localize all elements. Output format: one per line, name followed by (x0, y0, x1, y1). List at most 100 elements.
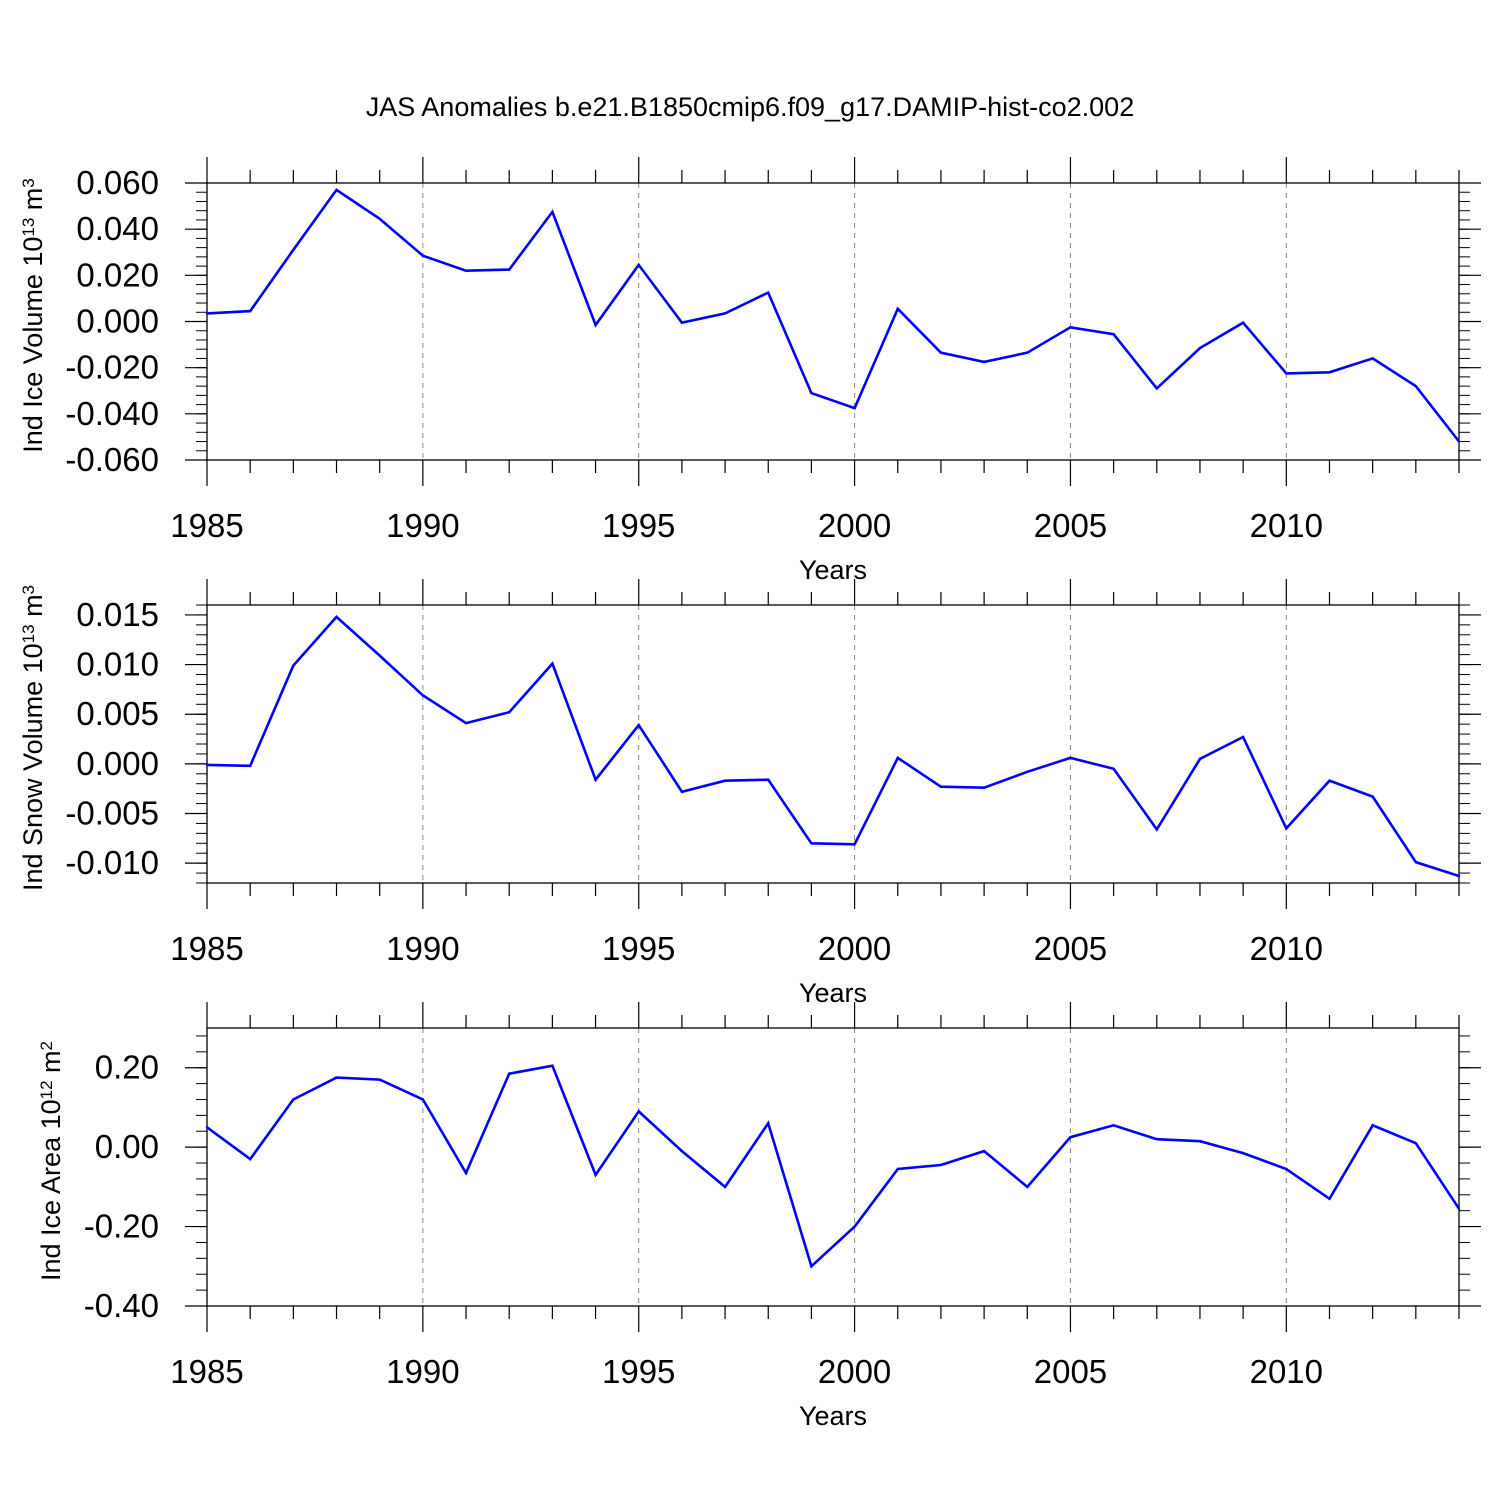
data-point (378, 1078, 381, 1081)
y-tick-label: 0.020 (76, 256, 159, 293)
data-point (1414, 1141, 1418, 1145)
data-point (637, 1110, 640, 1113)
series-line (206, 615, 1460, 878)
y-axis-title-superscript: 3 (19, 178, 38, 187)
plot-frame (206, 1027, 1460, 1307)
data-point (421, 1098, 425, 1101)
data-point (939, 351, 943, 354)
data-point (335, 615, 338, 619)
y-axis-title-superscript: 12 (37, 1080, 56, 1099)
y-axis-title: Ind Ice Volume 1013 m3 (18, 178, 48, 453)
x-axis-title: Years (799, 555, 867, 585)
data-point (637, 263, 640, 267)
data-point (1285, 372, 1288, 375)
y-axis-title: Ind Ice Area 1012 m2 (36, 1041, 66, 1281)
data-point (896, 756, 899, 760)
panel-2: -0.010 -0.005 0.000 0.005 0.010 0.015 1985 1990… (18, 579, 1481, 1008)
y-tick-label: -0.20 (84, 1208, 159, 1245)
data-point (939, 1163, 943, 1167)
data-point (594, 323, 597, 327)
data-point (248, 764, 252, 768)
data-point (767, 778, 770, 781)
y-axis-title-superscript: 13 (19, 624, 38, 643)
data-point (939, 785, 943, 788)
data-point (982, 360, 986, 364)
x-tick-label: 2010 (1250, 930, 1323, 967)
data-point (767, 291, 770, 294)
data-point (292, 1098, 295, 1101)
data-point (464, 269, 468, 272)
data-point (680, 790, 684, 793)
chart-title: JAS Anomalies b.e21.B1850cmip6.f09_g17.D… (365, 92, 1135, 122)
data-point (1328, 371, 1331, 374)
y-tick-label: 0.000 (76, 745, 159, 782)
data-point (464, 1171, 468, 1175)
y-tick-label: 0.000 (76, 303, 159, 340)
data-point (1414, 384, 1418, 388)
data-point (1241, 735, 1245, 739)
y-axis-title-superscript: 2 (37, 1041, 56, 1050)
y-tick-label: 0.005 (76, 695, 159, 732)
data-point (1112, 767, 1115, 771)
data-point (1198, 757, 1202, 761)
data-point (551, 210, 554, 214)
x-tick-label: 2000 (818, 930, 891, 967)
data-point (1285, 827, 1288, 830)
data-point (1155, 828, 1158, 831)
data-point (551, 1064, 554, 1067)
data-point (767, 1122, 770, 1125)
x-axis-title: Years (799, 1401, 867, 1431)
y-axis-title-text: Ind Ice Volume 10 (18, 237, 48, 453)
x-tick-label: 2005 (1034, 930, 1107, 967)
x-tick-label: 1985 (170, 1353, 243, 1390)
data-point (1371, 1124, 1374, 1127)
x-tick-label: 2005 (1034, 1353, 1107, 1390)
x-tick-label: 1985 (170, 507, 243, 544)
data-point (1026, 770, 1029, 773)
y-tick-label: -0.060 (65, 441, 159, 478)
data-point (680, 1149, 684, 1153)
data-point (723, 1185, 727, 1189)
data-point (1198, 346, 1202, 350)
y-axis-title: Ind Snow Volume 1013 m3 (18, 585, 48, 891)
data-point (335, 188, 338, 192)
data-point (421, 694, 425, 697)
data-point (810, 842, 813, 845)
plot-frame (206, 182, 1460, 461)
data-point (896, 307, 899, 311)
data-point (896, 1167, 899, 1171)
y-tick-label: 0.040 (76, 210, 159, 247)
data-point (1026, 1185, 1029, 1189)
data-point (205, 763, 209, 767)
y-tick-label: -0.010 (65, 844, 159, 881)
data-point (292, 248, 295, 252)
y-tick-label: 0.060 (76, 164, 159, 201)
data-point (205, 312, 209, 315)
data-point (1069, 1136, 1072, 1139)
plot-frame (206, 604, 1460, 884)
series-line (206, 1064, 1461, 1269)
data-point (248, 309, 252, 313)
data-point (594, 1173, 597, 1177)
x-tick-label: 1985 (170, 930, 243, 967)
data-point (1328, 1197, 1331, 1200)
data-point (853, 406, 856, 410)
data-point (508, 268, 511, 271)
data-point (982, 1149, 986, 1153)
data-point (680, 321, 684, 324)
x-axis-title: Years (799, 978, 867, 1008)
data-point (1069, 756, 1072, 760)
data-point (292, 664, 295, 667)
x-tick-label: 2000 (818, 507, 891, 544)
data-point (421, 254, 425, 257)
data-point (508, 711, 511, 714)
data-point (335, 1076, 338, 1079)
data-point (1328, 779, 1331, 782)
y-axis-title-superscript: 13 (19, 218, 38, 237)
x-tick-label: 1990 (386, 507, 459, 544)
data-point (1241, 321, 1245, 324)
y-tick-label: 0.00 (95, 1128, 159, 1165)
data-point (637, 723, 640, 727)
